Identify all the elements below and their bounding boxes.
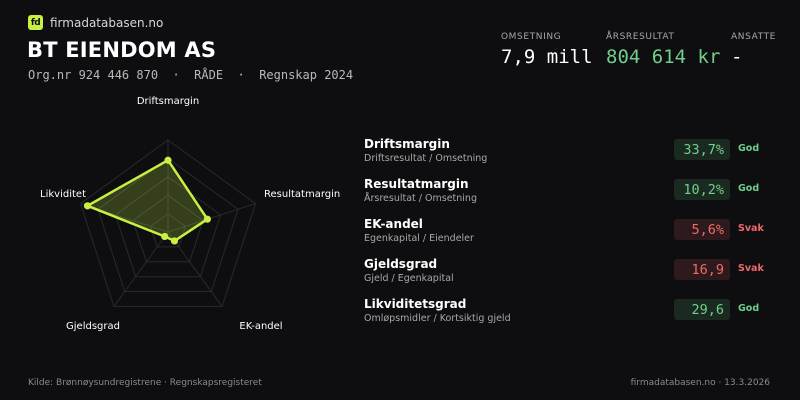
kpi-result: ÅRSRESULTAT 804 614 kr bbox=[606, 32, 720, 68]
brand[interactable]: fd firmadatabasen.no bbox=[28, 15, 163, 30]
kpi-revenue-value: 7,9 mill bbox=[501, 46, 593, 68]
radar-axis-label-driftsmargin: Driftsmargin bbox=[137, 96, 199, 107]
metric-rating: God bbox=[738, 183, 760, 194]
metric-desc: Omløpsmidler / Kortsiktig gjeld bbox=[364, 313, 511, 324]
metric-name: Likviditetsgrad bbox=[364, 297, 467, 311]
metric-name: Gjeldsgrad bbox=[364, 257, 438, 271]
brand-logo-icon: fd bbox=[28, 15, 43, 30]
radar-grid-ring-1 bbox=[149, 212, 187, 248]
kpi-revenue: OMSETNING 7,9 mill bbox=[501, 32, 593, 68]
radar-grid-ring-2 bbox=[132, 194, 204, 263]
brand-name: firmadatabasen.no bbox=[50, 15, 164, 30]
metric-rating: Svak bbox=[738, 263, 764, 274]
company-meta: Org.nr 924 446 870 · RÅDE · Regnskap 202… bbox=[28, 68, 354, 82]
radar-point-1 bbox=[164, 156, 172, 164]
metric-row-resultatmargin: Resultatmargin Årsresultat / Omsetning 1… bbox=[364, 177, 774, 213]
metric-rating: God bbox=[738, 143, 760, 154]
radar-chart: Driftsmargin Resultatmargin EK-andel Gjelds… bbox=[40, 96, 340, 332]
metric-row-ek-andel: EK-andel Egenkapital / Eiendeler 5,6% Sv… bbox=[364, 217, 774, 253]
kpi-employees-label: ANSATTE bbox=[731, 32, 776, 42]
metric-desc: Driftsresultat / Omsetning bbox=[364, 153, 488, 164]
metric-name: Driftsmargin bbox=[364, 137, 450, 151]
metric-row-likviditetsgrad: Likviditetsgrad Omløpsmidler / Kortsikti… bbox=[364, 297, 774, 333]
radar-data-polygon bbox=[86, 158, 209, 243]
metric-rating: Svak bbox=[738, 223, 764, 234]
radar-point-5 bbox=[83, 202, 92, 210]
metric-value-badge: 29,6 bbox=[674, 299, 730, 320]
kpi-employees-value: - bbox=[731, 46, 743, 68]
metric-row-driftsmargin: Driftsmargin Driftsresultat / Omsetning … bbox=[364, 137, 774, 173]
radar-spoke-4 bbox=[113, 231, 169, 307]
radar-spoke-2 bbox=[167, 203, 256, 233]
kpi-result-value: 804 614 kr bbox=[606, 46, 721, 68]
radar-spoke-3 bbox=[167, 231, 223, 307]
metric-value-badge: 16,9 bbox=[674, 259, 730, 280]
kpi-result-label: ÅRSRESULTAT bbox=[606, 32, 675, 42]
metric-name: EK-andel bbox=[364, 217, 423, 231]
radar-point-3 bbox=[170, 237, 179, 245]
radar-axis-label-ek-andel: EK-andel bbox=[239, 321, 282, 332]
radar-point-2 bbox=[203, 215, 211, 223]
radar-axis-label-resultatmargin: Resultatmargin bbox=[264, 189, 340, 200]
radar-grid-ring-5 bbox=[79, 139, 257, 307]
metric-rating: God bbox=[738, 303, 760, 314]
metric-row-gjeldsgrad: Gjeldsgrad Gjeld / Egenkapital 16,9 Svak bbox=[364, 257, 774, 293]
radar-point-4 bbox=[161, 232, 169, 241]
radar-grid-ring-4 bbox=[97, 157, 239, 292]
radar-axis-label-gjeldsgrad: Gjeldsgrad bbox=[66, 321, 120, 332]
footer-site-date: firmadatabasen.no · 13.3.2026 bbox=[630, 378, 770, 388]
metric-value-badge: 33,7% bbox=[674, 139, 730, 160]
metric-desc: Egenkapital / Eiendeler bbox=[364, 233, 474, 244]
radar-grid-ring-3 bbox=[114, 176, 222, 278]
metric-value-badge: 10,2% bbox=[674, 179, 730, 200]
metric-desc: Gjeld / Egenkapital bbox=[364, 273, 454, 284]
metric-value-badge: 5,6% bbox=[674, 219, 730, 240]
metric-name: Resultatmargin bbox=[364, 177, 469, 191]
kpi-employees: ANSATTE - bbox=[731, 32, 776, 68]
company-name: BT EIENDOM AS bbox=[27, 38, 217, 62]
metric-desc: Årsresultat / Omsetning bbox=[364, 193, 477, 204]
footer-source: Kilde: Brønnøysundregistrene · Regnskaps… bbox=[28, 378, 262, 388]
kpi-revenue-label: OMSETNING bbox=[501, 32, 562, 42]
radar-axis-label-likviditet: Likviditet bbox=[40, 189, 86, 200]
